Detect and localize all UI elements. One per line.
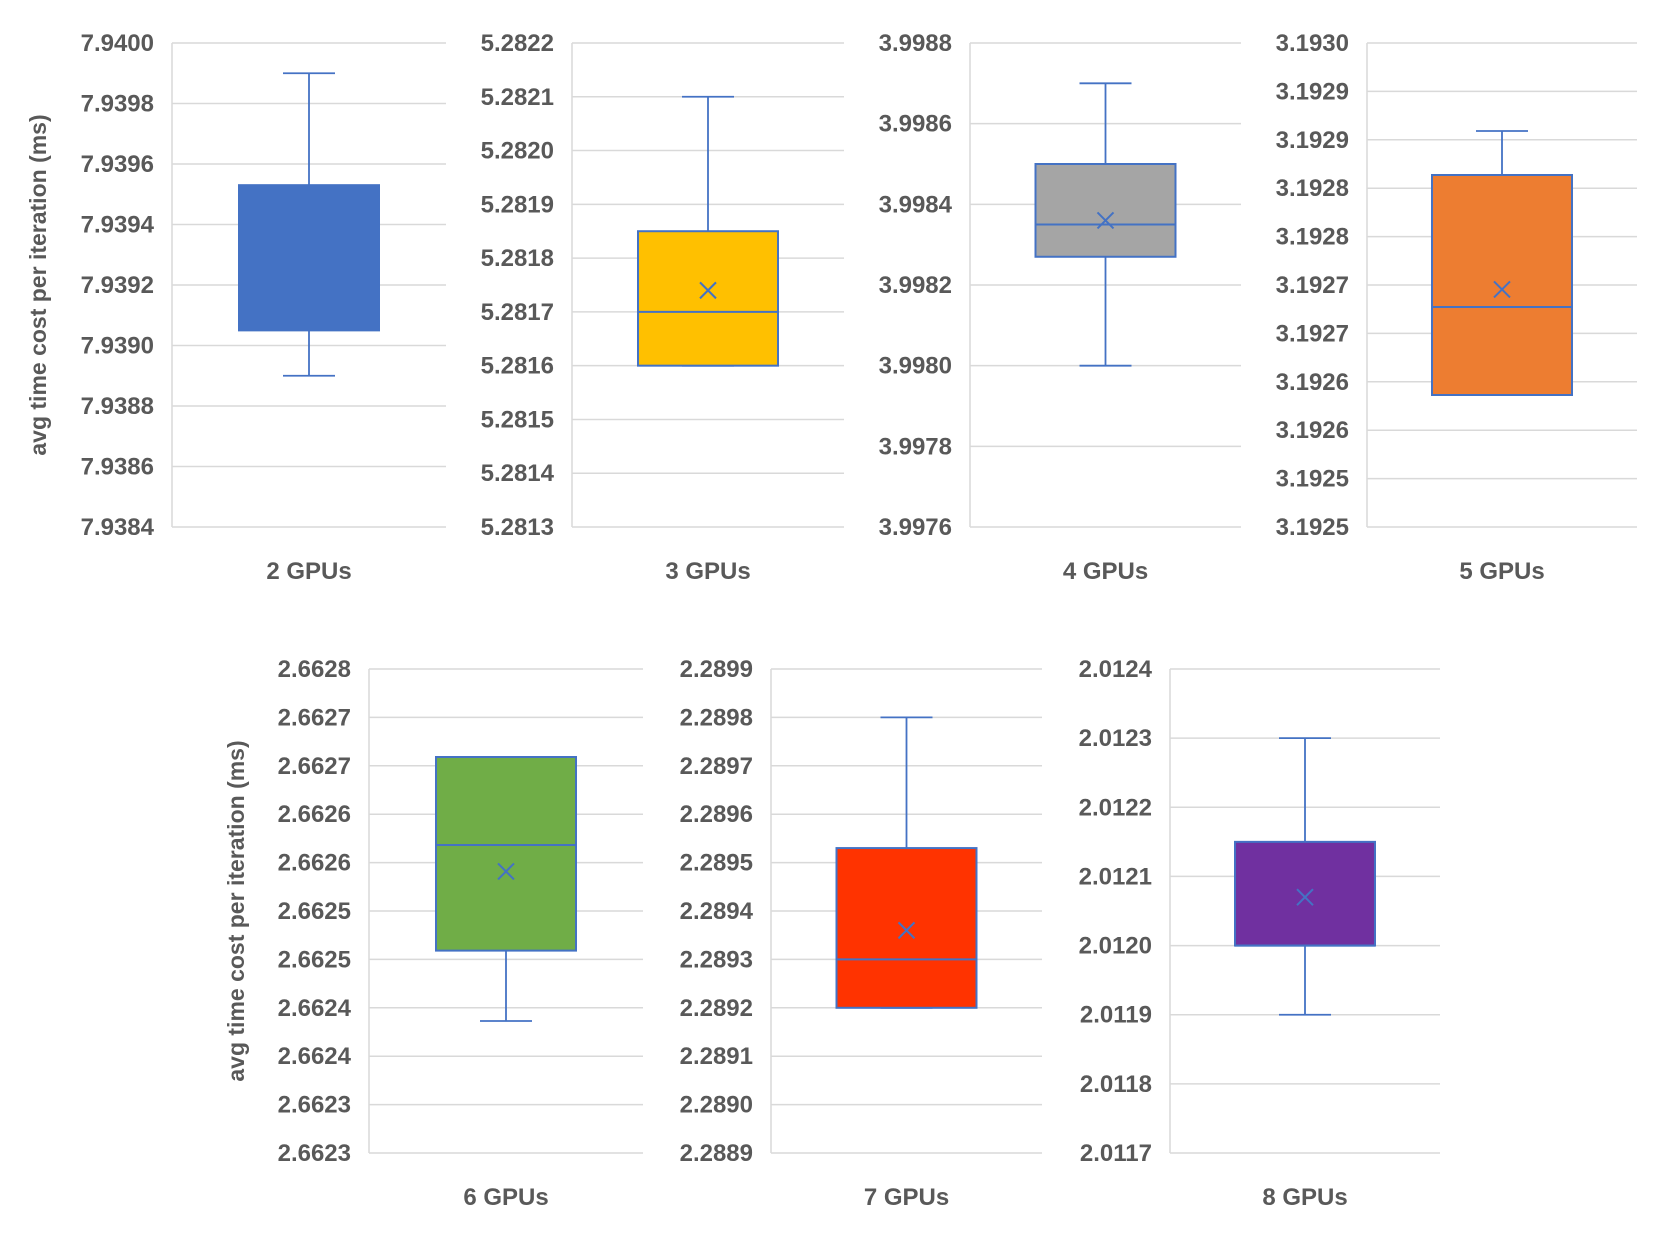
chart-panel-6-gpus: 2.6628 2.6627 2.6627 2.6626 2.6626 2.6625 2.66… xyxy=(223,656,643,1211)
y-tick-label: 2.2893 xyxy=(680,946,753,973)
y-tick-label: 5.2813 xyxy=(481,514,554,541)
y-tick-label: 2.6626 xyxy=(278,801,351,828)
y-tick-label: 2.0119 xyxy=(1080,1002,1152,1029)
y-tick-label: 7.9384 xyxy=(81,514,155,541)
y-tick-label: 2.0120 xyxy=(1079,933,1152,960)
y-tick-label: 2.0118 xyxy=(1080,1071,1152,1098)
y-tick-label: 2.0117 xyxy=(1080,1140,1152,1167)
box xyxy=(835,847,978,1009)
y-tick-label: 2.6625 xyxy=(278,898,351,925)
y-tick-label: 2.0121 xyxy=(1079,863,1152,890)
y-tick-label: 2.6627 xyxy=(278,753,351,780)
mean-marker xyxy=(1296,888,1314,906)
mean-marker xyxy=(699,281,717,300)
y-tick-label: 2.2889 xyxy=(680,1140,753,1167)
y-tick-label: 2.2892 xyxy=(680,995,753,1022)
y-tick-label: 3.1928 xyxy=(1276,175,1349,202)
chart-panel-5-gpus: 3.1930 3.1929 3.1929 3.1928 3.1928 3.1927 3.19… xyxy=(1276,30,1637,585)
y-tick-label: 7.9398 xyxy=(81,91,154,118)
category-label: 2 GPUs xyxy=(266,558,351,585)
y-tick-label: 3.1925 xyxy=(1276,514,1349,541)
chart-panel-4-gpus: 3.9988 3.9986 3.9984 3.9982 3.9980 3.9978 3.99… xyxy=(879,30,1241,585)
y-tick-label: 2.0124 xyxy=(1079,656,1153,683)
y-tick-label: 3.9982 xyxy=(879,272,952,299)
y-tick-label: 3.9978 xyxy=(879,433,952,460)
y-tick-label: 3.1926 xyxy=(1276,417,1349,444)
y-axis-title: avg time cost per iteration (ms) xyxy=(25,114,51,455)
box xyxy=(1234,840,1376,947)
y-tick-label: 2.2897 xyxy=(680,753,753,780)
y-tick-label: 3.9986 xyxy=(879,111,952,138)
y-tick-label: 7.9400 xyxy=(81,30,154,57)
chart-panel-3-gpus: 5.2822 5.2821 5.2820 5.2819 5.2818 5.2817 5.28… xyxy=(481,30,844,585)
y-tick-label: 2.2898 xyxy=(680,704,753,731)
y-tick-label: 3.1927 xyxy=(1276,272,1349,299)
y-tick-label: 2.6623 xyxy=(278,1092,351,1119)
mean-marker xyxy=(897,921,916,940)
y-tick-label: 5.2814 xyxy=(481,460,555,487)
y-tick-label: 2.2895 xyxy=(680,850,753,877)
y-tick-label: 2.6627 xyxy=(278,704,351,731)
box xyxy=(238,184,380,332)
chart-panel-7-gpus: 2.2899 2.2898 2.2897 2.2896 2.2895 2.2894 2.28… xyxy=(680,656,1042,1211)
category-label: 5 GPUs xyxy=(1459,558,1544,585)
y-tick-label: 2.6624 xyxy=(278,995,352,1022)
y-axis-title: avg time cost per iteration (ms) xyxy=(223,740,249,1081)
mean-marker xyxy=(300,239,318,258)
y-tick-label: 7.9394 xyxy=(81,212,155,239)
box xyxy=(1034,163,1177,258)
y-tick-label: 7.9386 xyxy=(81,454,154,481)
category-label: 4 GPUs xyxy=(1063,558,1148,585)
y-tick-label: 2.2894 xyxy=(680,898,754,925)
y-tick-label: 3.1929 xyxy=(1276,78,1349,105)
chart-panel-8-gpus: 2.0124 2.0123 2.0122 2.0121 2.0120 2.0119 2.01… xyxy=(1079,656,1440,1211)
box xyxy=(637,230,779,367)
y-tick-label: 2.2891 xyxy=(680,1043,753,1070)
y-tick-label: 5.2815 xyxy=(481,406,554,433)
y-tick-label: 3.1926 xyxy=(1276,369,1349,396)
y-tick-label: 7.9392 xyxy=(81,272,154,299)
y-tick-label: 5.2820 xyxy=(481,138,554,165)
mean-marker xyxy=(1493,280,1511,299)
y-tick-label: 3.1930 xyxy=(1276,30,1349,57)
y-tick-label: 3.1928 xyxy=(1276,224,1349,251)
mean-marker xyxy=(1096,211,1115,230)
y-tick-label: 2.6628 xyxy=(278,656,351,683)
y-tick-label: 5.2818 xyxy=(481,245,554,272)
y-tick-label: 2.6625 xyxy=(278,946,351,973)
y-tick-label: 3.9980 xyxy=(879,353,952,380)
y-tick-label: 5.2821 xyxy=(481,84,554,111)
y-tick-label: 7.9390 xyxy=(81,333,154,360)
y-tick-label: 3.9988 xyxy=(879,30,952,57)
y-tick-label: 2.0122 xyxy=(1079,794,1152,821)
category-label: 3 GPUs xyxy=(665,558,750,585)
box xyxy=(1431,174,1573,396)
box xyxy=(435,756,577,952)
y-tick-label: 5.2816 xyxy=(481,353,554,380)
category-label: 6 GPUs xyxy=(463,1184,548,1211)
y-tick-label: 3.9984 xyxy=(879,191,953,218)
y-tick-label: 2.6624 xyxy=(278,1043,352,1070)
y-tick-label: 2.2890 xyxy=(680,1092,753,1119)
y-tick-label: 3.1929 xyxy=(1276,127,1349,154)
y-tick-label: 2.2899 xyxy=(680,656,753,683)
y-tick-label: 5.2822 xyxy=(481,30,554,57)
y-tick-label: 7.9396 xyxy=(81,151,154,178)
y-tick-label: 2.0123 xyxy=(1079,725,1152,752)
y-tick-label: 3.1927 xyxy=(1276,320,1349,347)
y-tick-label: 7.9388 xyxy=(81,393,154,420)
y-tick-label: 3.1925 xyxy=(1276,466,1349,493)
y-tick-label: 2.6626 xyxy=(278,850,351,877)
y-tick-label: 2.6623 xyxy=(278,1140,351,1167)
category-label: 8 GPUs xyxy=(1262,1184,1347,1211)
chart-panel-2-gpus: 7.9400 7.9398 7.9396 7.9394 7.9392 7.9390 7.93… xyxy=(25,30,446,585)
y-tick-label: 3.9976 xyxy=(879,514,952,541)
y-tick-label: 5.2817 xyxy=(481,299,554,326)
mean-marker xyxy=(497,862,515,881)
y-tick-label: 5.2819 xyxy=(481,191,554,218)
category-label: 7 GPUs xyxy=(864,1184,949,1211)
y-tick-label: 2.2896 xyxy=(680,801,753,828)
